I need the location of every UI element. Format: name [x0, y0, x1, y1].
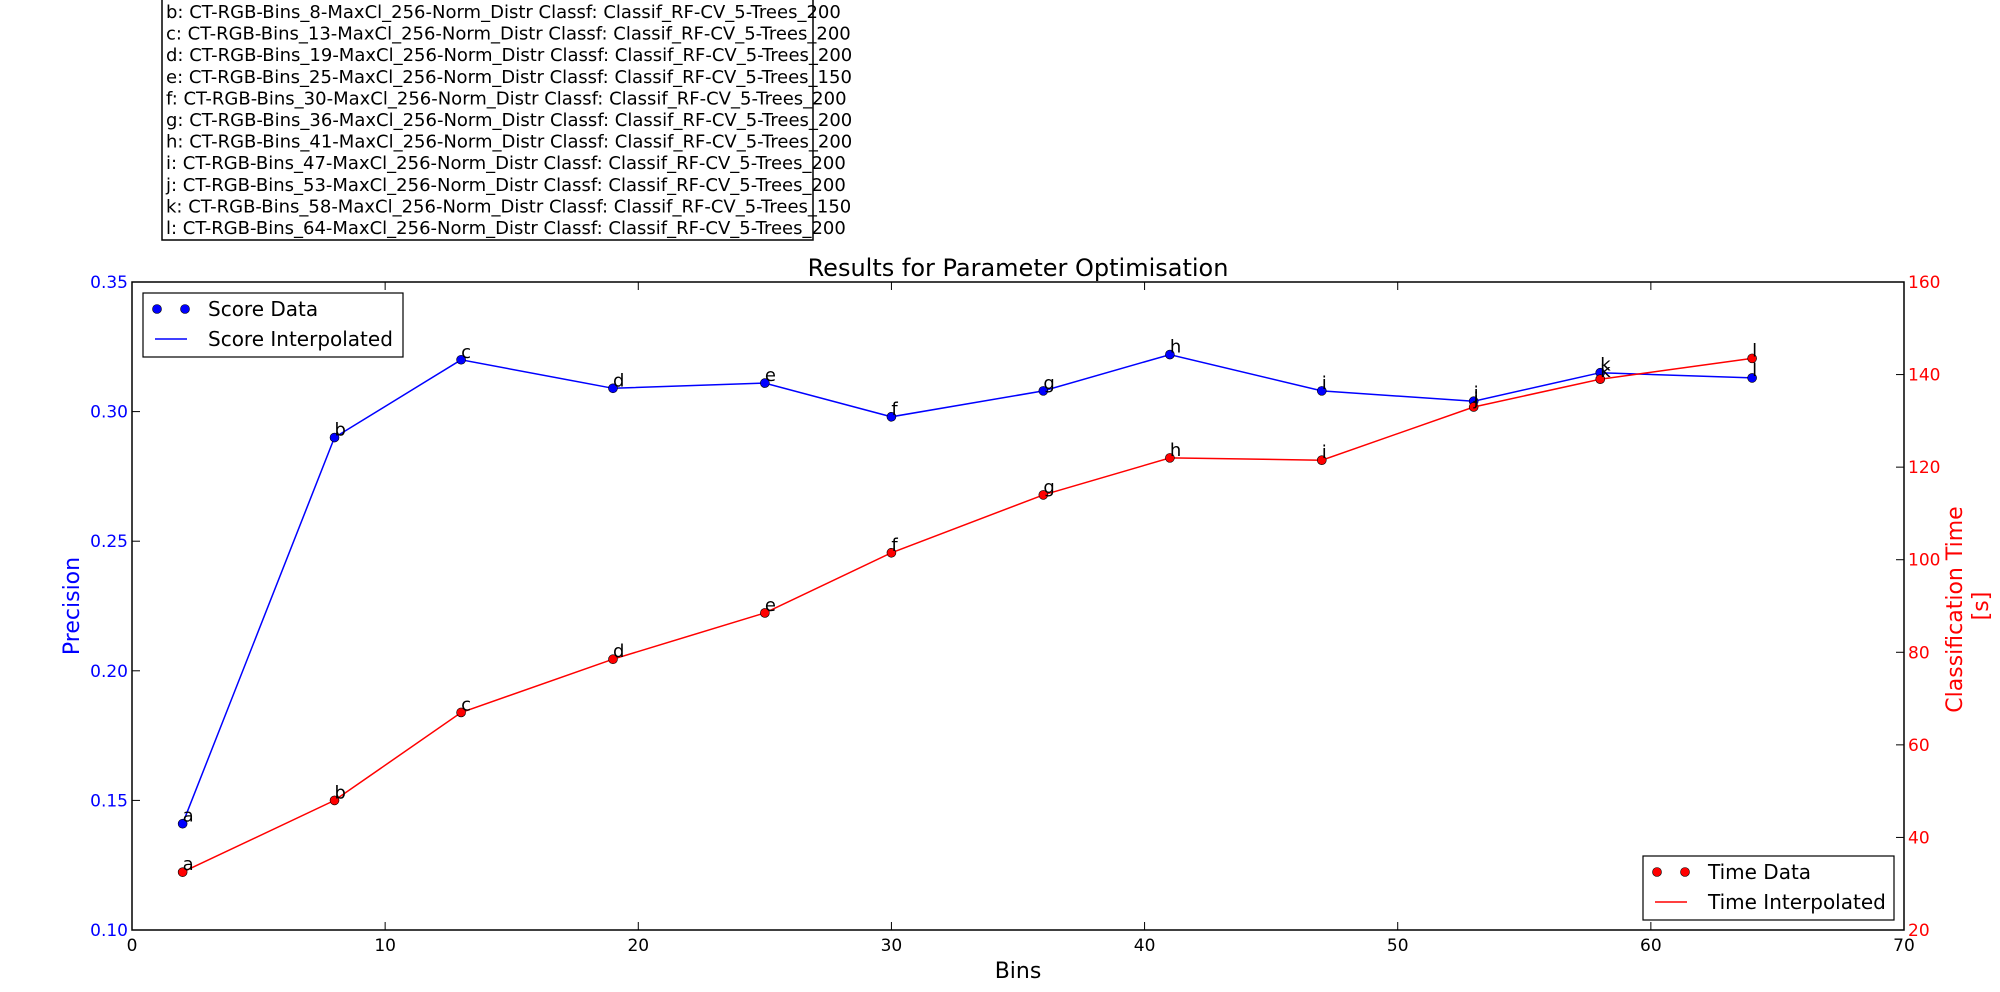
- time-data-point-label: c: [461, 694, 471, 715]
- score-data-point-label: b: [335, 420, 346, 441]
- y-left-tick-label: 0.25: [90, 532, 128, 552]
- info-lines: b: CT-RGB-Bins_8-MaxCl_256-Norm_Distr Cl…: [165, 2, 852, 239]
- time-data-point-label: k: [1600, 361, 1611, 382]
- y-left-tick-label: 0.35: [90, 273, 128, 293]
- score-data-point-label: g: [1043, 373, 1054, 394]
- y-left-tick-label: 0.10: [90, 921, 128, 941]
- legend-time-data: Time Data: [1707, 860, 1811, 884]
- score-data-point-label: f: [891, 399, 898, 420]
- legend-time-data-marker: [1653, 868, 1662, 877]
- info-line: c: CT-RGB-Bins_13-MaxCl_256-Norm_Distr C…: [166, 24, 851, 45]
- configuration-info-box: b: CT-RGB-Bins_8-MaxCl_256-Norm_Distr Cl…: [162, 0, 852, 240]
- y-axis-right-label-line1: Classification Time: [1943, 506, 1968, 712]
- x-tick-label: 30: [881, 936, 903, 956]
- legend-lower-right: Time Data Time Interpolated: [1643, 856, 1894, 920]
- score-data-point-label: d: [613, 370, 624, 391]
- score-data-point-label: h: [1170, 337, 1181, 358]
- legend-time-data-marker: [1681, 868, 1690, 877]
- score-data-point-label: a: [183, 806, 194, 827]
- legend-score-data: Score Data: [208, 297, 318, 321]
- y-left-tick-label: 0.20: [90, 662, 128, 682]
- score-data-point-label: c: [461, 342, 471, 363]
- y-right-tick-label: 80: [1908, 643, 1930, 663]
- time-data-point-label: b: [335, 782, 346, 803]
- time-data-point-label: d: [613, 641, 624, 662]
- legend-score-interpolated: Score Interpolated: [208, 327, 393, 351]
- y-right-tick-label: 60: [1908, 736, 1930, 756]
- y-right-tick-label: 140: [1908, 366, 1940, 386]
- info-line: i: CT-RGB-Bins_47-MaxCl_256-Norm_Distr C…: [166, 153, 846, 174]
- score-data-point-label: e: [765, 365, 776, 386]
- info-line: l: CT-RGB-Bins_64-MaxCl_256-Norm_Distr C…: [166, 218, 846, 239]
- info-line: k: CT-RGB-Bins_58-MaxCl_256-Norm_Distr C…: [166, 196, 851, 217]
- y-right-tick-label: 40: [1908, 828, 1930, 848]
- chart-title: Results for Parameter Optimisation: [808, 254, 1229, 282]
- score-data-point-label: i: [1322, 373, 1327, 394]
- info-line: d: CT-RGB-Bins_19-MaxCl_256-Norm_Distr C…: [166, 45, 852, 66]
- y-axis-left-label: Precision: [60, 557, 85, 655]
- x-axis-label: Bins: [995, 959, 1042, 984]
- info-line: b: CT-RGB-Bins_8-MaxCl_256-Norm_Distr Cl…: [166, 2, 841, 23]
- time-data-point-label: j: [1473, 389, 1479, 410]
- y-left-tick-label: 0.30: [90, 403, 128, 423]
- x-tick-label: 50: [1387, 936, 1409, 956]
- x-tick-label: 40: [1134, 936, 1156, 956]
- legend-score-data-marker: [153, 305, 162, 314]
- time-data-point-label: l: [1752, 340, 1757, 361]
- score-data-point-label: l: [1752, 360, 1757, 381]
- legend-time-interpolated: Time Interpolated: [1707, 890, 1886, 914]
- info-line: h: CT-RGB-Bins_41-MaxCl_256-Norm_Distr C…: [166, 132, 852, 153]
- x-tick-label: 10: [374, 936, 396, 956]
- time-data-point-label: f: [891, 535, 898, 556]
- y-right-tick-label: 120: [1908, 458, 1940, 478]
- legend-score-data-marker: [181, 305, 190, 314]
- legend-upper-left: Score Data Score Interpolated: [143, 293, 403, 357]
- info-line: j: CT-RGB-Bins_53-MaxCl_256-Norm_Distr C…: [165, 175, 846, 196]
- time-data-point-label: e: [765, 595, 776, 616]
- y-axis-right-label-line2: [s]: [1969, 592, 1994, 621]
- time-data-point-label: g: [1043, 477, 1054, 498]
- y-left-tick-label: 0.15: [90, 791, 128, 811]
- info-line: e: CT-RGB-Bins_25-MaxCl_256-Norm_Distr C…: [166, 67, 852, 88]
- y-right-tick-label: 160: [1908, 273, 1940, 293]
- y-right-tick-label: 100: [1908, 551, 1940, 571]
- plot-area: [132, 282, 1904, 930]
- info-line: f: CT-RGB-Bins_30-MaxCl_256-Norm_Distr C…: [166, 88, 847, 109]
- y-axis-right-label: Classification Time [s]: [1943, 499, 1994, 712]
- time-data-point-label: a: [183, 854, 194, 875]
- x-tick-label: 0: [127, 936, 138, 956]
- time-data-point-label: h: [1170, 440, 1181, 461]
- x-tick-label: 60: [1640, 936, 1662, 956]
- y-right-tick-label: 20: [1908, 921, 1930, 941]
- time-data-point-label: i: [1322, 442, 1327, 463]
- x-tick-label: 20: [627, 936, 649, 956]
- info-line: g: CT-RGB-Bins_36-MaxCl_256-Norm_Distr C…: [166, 110, 852, 131]
